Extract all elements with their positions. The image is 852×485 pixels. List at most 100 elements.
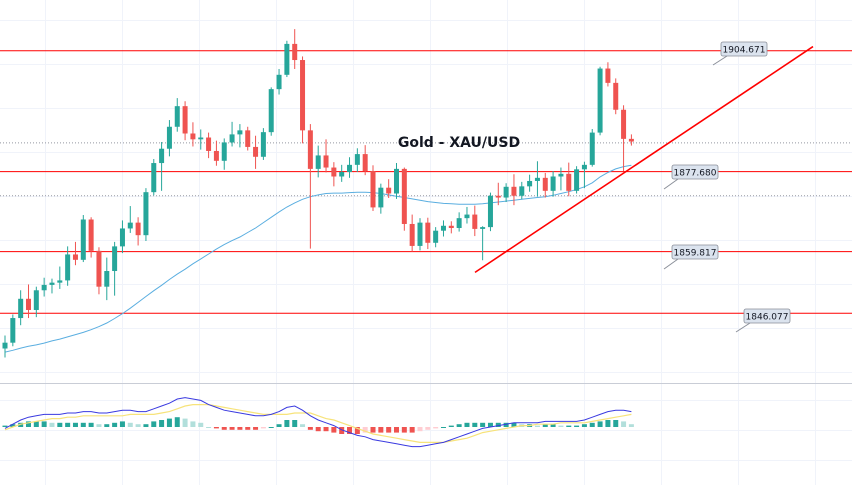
candle xyxy=(495,182,501,206)
candle-body xyxy=(433,230,439,243)
candle xyxy=(151,159,157,196)
candle-body xyxy=(581,164,587,170)
candle xyxy=(49,278,55,294)
level-label-text: 1859.817 xyxy=(674,249,717,259)
candle xyxy=(370,165,376,211)
candle xyxy=(213,140,219,166)
candle xyxy=(605,62,611,87)
macd-histogram-bar xyxy=(119,421,125,427)
candle xyxy=(245,126,251,151)
candle-body xyxy=(527,180,533,187)
candle-body xyxy=(119,228,125,247)
candle-body xyxy=(151,163,157,193)
macd-histogram-bar xyxy=(354,427,360,434)
candle-body xyxy=(378,187,384,208)
moving-average-line xyxy=(4,164,632,353)
macd-histogram-bar xyxy=(41,421,47,427)
candle xyxy=(88,217,94,258)
candle-body xyxy=(550,176,556,191)
candle xyxy=(386,179,392,198)
candle xyxy=(628,134,634,146)
macd-histogram-bar xyxy=(566,425,572,427)
candle-body xyxy=(213,150,219,161)
macd-histogram-bar xyxy=(480,422,486,427)
candle xyxy=(339,164,345,182)
candle-body xyxy=(394,168,399,194)
macd-histogram-bar xyxy=(503,422,509,427)
candle-body xyxy=(589,132,595,165)
candle xyxy=(487,192,493,232)
level-label: 1877.680 xyxy=(663,164,719,190)
candle-body xyxy=(2,342,8,349)
macd-histogram-bar xyxy=(80,422,86,427)
level-label-pointer xyxy=(735,322,751,333)
candle xyxy=(72,241,78,266)
candle xyxy=(206,132,212,159)
moving-average xyxy=(4,164,632,353)
candle xyxy=(480,226,486,261)
candle-body xyxy=(41,284,47,291)
candle xyxy=(581,161,587,189)
candle-body xyxy=(566,173,572,191)
macd-histogram-bar xyxy=(127,422,133,427)
candle-body xyxy=(33,290,39,310)
macd-pane xyxy=(2,397,634,448)
macd-histogram-bar xyxy=(542,424,548,427)
candle xyxy=(511,174,517,206)
candle-body xyxy=(339,172,345,177)
candle-body xyxy=(276,74,282,90)
candle-body xyxy=(80,219,86,260)
macd-histogram-bar xyxy=(25,421,31,427)
candle xyxy=(25,284,31,319)
candle-body xyxy=(323,155,329,168)
macd-histogram-bar xyxy=(143,424,149,427)
candle-body xyxy=(558,173,564,177)
candle xyxy=(229,121,235,147)
macd-histogram-bar xyxy=(18,422,24,427)
candle xyxy=(574,166,580,194)
candle xyxy=(409,214,415,252)
candle-body xyxy=(190,133,196,140)
macd-histogram-bar xyxy=(621,421,627,427)
candle xyxy=(260,128,266,160)
macd-histogram-bar xyxy=(292,420,298,427)
candle xyxy=(41,277,47,297)
candle xyxy=(425,217,431,250)
macd-histogram-bar xyxy=(370,427,376,433)
chart-title: Gold - XAU/USD xyxy=(398,135,520,151)
candle xyxy=(268,87,274,136)
candle-body xyxy=(300,60,306,131)
macd-histogram-bar xyxy=(206,427,212,428)
candle-body xyxy=(307,130,313,169)
macd-histogram-bar xyxy=(347,427,353,434)
candle xyxy=(589,129,595,167)
macd-histogram-bar xyxy=(112,422,118,427)
candle xyxy=(112,241,118,296)
candle-body xyxy=(10,318,16,343)
candle xyxy=(534,161,540,197)
macd-histogram-bar xyxy=(276,424,282,427)
candle-body xyxy=(72,254,78,260)
macd-histogram-bar xyxy=(589,422,595,427)
macd-histogram-bar xyxy=(495,422,501,427)
macd-histogram-bar xyxy=(174,417,180,427)
level-label-box xyxy=(671,164,719,180)
candle xyxy=(143,188,149,241)
macd-histogram-bar xyxy=(253,427,259,430)
macd-histogram-bar xyxy=(433,427,439,429)
macd-histogram-bar xyxy=(49,422,55,427)
candle-body xyxy=(503,186,509,198)
candle xyxy=(621,105,627,172)
candle-body xyxy=(628,138,634,142)
macd-histogram-bar xyxy=(550,424,556,427)
candle xyxy=(440,220,446,237)
candle-body xyxy=(440,225,446,231)
support-resistance-levels xyxy=(0,50,852,314)
candle xyxy=(135,217,141,246)
candle-body xyxy=(159,148,165,164)
candle xyxy=(182,101,188,141)
candle-body xyxy=(574,169,580,191)
candle xyxy=(292,29,298,69)
